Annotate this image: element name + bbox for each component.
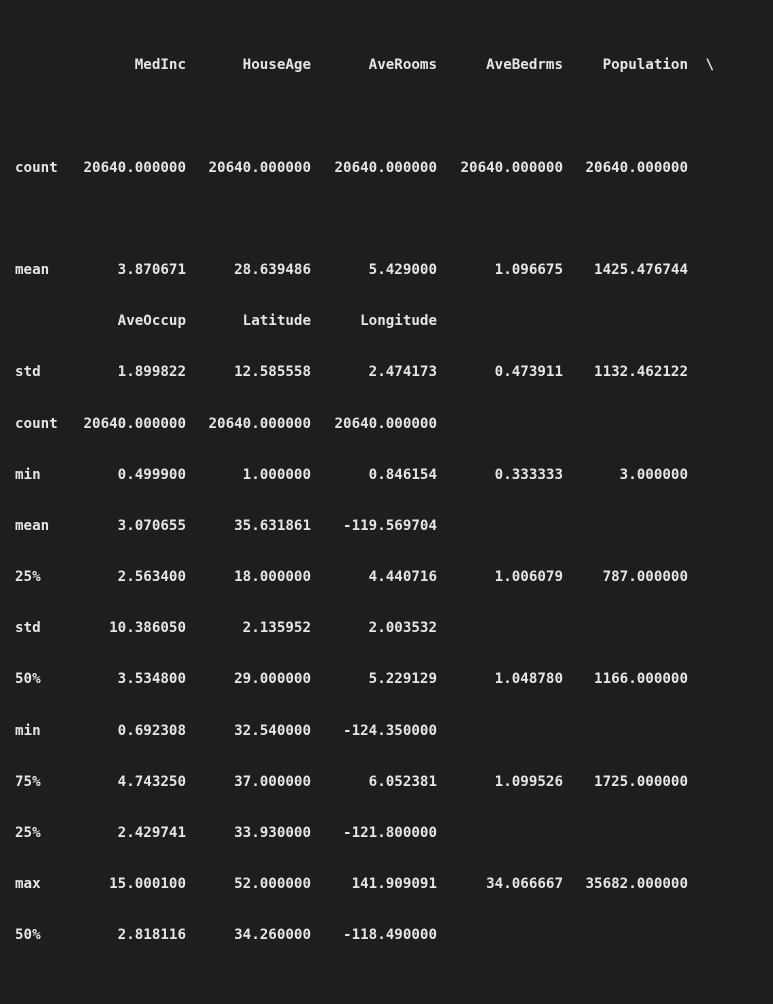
column-header: Population [602, 57, 688, 74]
table-cell: 28.639486 [234, 261, 311, 278]
table-cell: -121.800000 [343, 825, 437, 842]
row-label: mean [15, 517, 50, 534]
table-cell: -118.490000 [343, 927, 437, 944]
table-cell: 0.846154 [368, 466, 437, 483]
table-cell: 2.429741 [117, 825, 186, 842]
row-label: std [15, 364, 41, 381]
stats-table-part-2: AveOccup Latitude Longitude count 20640.000… [15, 258, 437, 1004]
table-cell: 20640.000000 [585, 159, 689, 176]
table-cell: 20640.000000 [83, 159, 187, 176]
row-label: count [15, 159, 58, 176]
table-cell: 5.429000 [368, 261, 437, 278]
table-cell: 1166.000000 [594, 671, 688, 688]
header-row: MedInc HouseAge AveRooms AveBedrms Populatio… [15, 53, 714, 79]
table-cell: 787.000000 [602, 569, 688, 586]
table-row: mean 3.870671 28.639486 5.429000 1.096675 142… [15, 258, 714, 284]
table-cell: 1.899822 [117, 364, 186, 381]
column-header: HouseAge [242, 57, 311, 74]
table-row: count 20640.000000 20640.000000 20640.00000… [15, 412, 437, 438]
column-header: AveBedrms [486, 57, 563, 74]
row-label: std [15, 620, 41, 637]
table-cell: 32.540000 [234, 722, 311, 739]
table-cell: 34.260000 [234, 927, 311, 944]
table-cell: 35.631861 [234, 517, 311, 534]
table-cell: 1.006079 [494, 569, 563, 586]
continuation-marker: \ [705, 57, 714, 74]
table-cell: 3.070655 [117, 517, 186, 534]
table-cell: 35682.000000 [585, 876, 689, 893]
table-cell: 1725.000000 [594, 773, 688, 790]
table-cell: 20640.000000 [208, 159, 312, 176]
table-cell: 2.135952 [242, 620, 311, 637]
table-cell: 1.048780 [494, 671, 563, 688]
table-row: 50% 2.818116 34.260000 -118.490000 [15, 923, 437, 949]
table-cell: 33.930000 [234, 825, 311, 842]
column-header: AveOccup [117, 313, 186, 330]
table-cell: 2.003532 [368, 620, 437, 637]
table-cell: 1425.476744 [594, 261, 688, 278]
table-cell: 20640.000000 [460, 159, 564, 176]
row-label: 25% [15, 825, 41, 842]
row-label: 50% [15, 927, 41, 944]
table-row: min 0.692308 32.540000 -124.350000 [15, 719, 437, 745]
table-cell: 2.474173 [368, 364, 437, 381]
table-cell: -119.569704 [343, 517, 437, 534]
column-header: AveRooms [368, 57, 437, 74]
row-label: count [15, 415, 58, 432]
table-cell: 20640.000000 [83, 415, 187, 432]
table-cell: 0.473911 [494, 364, 563, 381]
table-cell: 20640.000000 [334, 159, 438, 176]
table-row: 25% 2.429741 33.930000 -121.800000 [15, 821, 437, 847]
table-cell: 1.096675 [494, 261, 563, 278]
table-cell: -124.350000 [343, 722, 437, 739]
table-cell: 3.000000 [619, 466, 688, 483]
table-cell: 10.386050 [109, 620, 186, 637]
row-label: min [15, 722, 41, 739]
table-row: count 20640.000000 20640.000000 20640.00000… [15, 156, 714, 182]
header-row: AveOccup Latitude Longitude [15, 309, 437, 335]
table-cell: 2.818116 [117, 927, 186, 944]
table-cell: 34.066667 [486, 876, 563, 893]
table-cell: 12.585558 [234, 364, 311, 381]
table-row: std 1.899822 12.585558 2.474173 0.473911 1132… [15, 360, 714, 386]
table-cell: 1.099526 [494, 773, 563, 790]
table-cell: 1.000000 [242, 466, 311, 483]
table-row: min 0.499900 1.000000 0.846154 0.333333 3.000… [15, 463, 714, 489]
column-header: MedInc [134, 57, 186, 74]
row-label: min [15, 466, 41, 483]
table-cell: 0.692308 [117, 722, 186, 739]
column-header: Longitude [360, 313, 437, 330]
table-cell: 1132.462122 [594, 364, 688, 381]
table-cell: 20640.000000 [334, 415, 438, 432]
table-row: mean 3.070655 35.631861 -119.569704 [15, 514, 437, 540]
row-label: mean [15, 261, 50, 278]
column-header: Latitude [242, 313, 311, 330]
table-row: std 10.386050 2.135952 2.003532 [15, 616, 437, 642]
table-cell: 20640.000000 [208, 415, 312, 432]
table-cell: 0.499900 [117, 466, 186, 483]
table-cell: 0.333333 [494, 466, 563, 483]
describe-output: MedInc HouseAge AveRooms AveBedrms Populatio… [15, 53, 714, 943]
table-cell: 3.870671 [117, 261, 186, 278]
